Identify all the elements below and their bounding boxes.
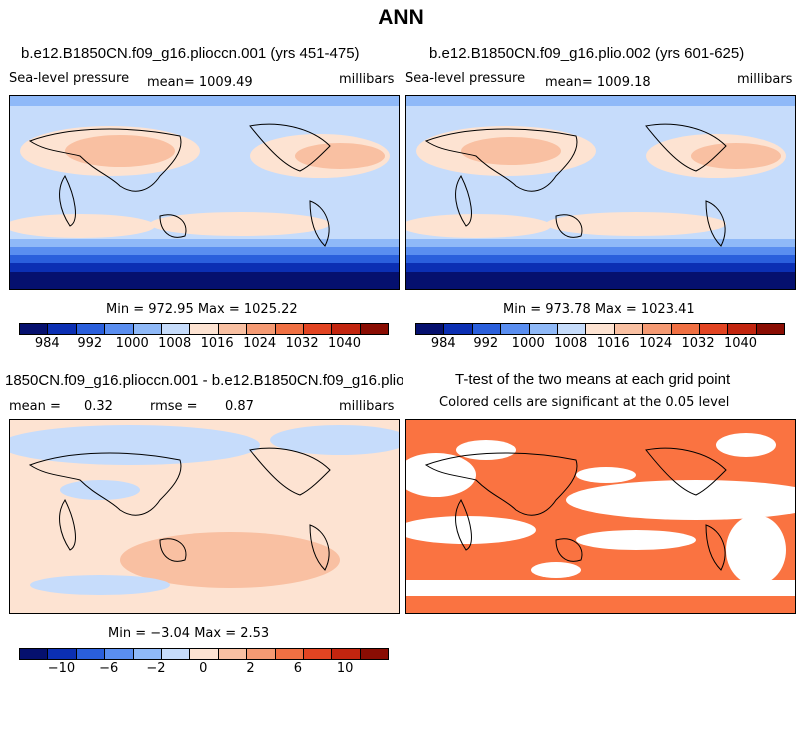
- panel1-colorbar: [19, 323, 389, 335]
- panel3-mean-value: 0.32: [84, 399, 113, 414]
- colorbar-tick-label: 1024: [243, 336, 277, 351]
- colorbar-swatch: [699, 324, 729, 334]
- panel3-colorbar: [19, 648, 389, 660]
- colorbar-tick-label: 984: [430, 336, 456, 351]
- colorbar-tick-label: 1008: [554, 336, 588, 351]
- colorbar-swatch: [48, 324, 77, 334]
- colorbar-swatch: [20, 649, 49, 659]
- panel3-rmse-label: rmse =: [150, 399, 198, 414]
- colorbar-swatch: [161, 324, 191, 334]
- colorbar-swatch: [218, 649, 248, 659]
- panel2-map: [405, 95, 796, 290]
- colorbar-tick-label: 6: [293, 661, 302, 676]
- colorbar-tick-label: 1024: [639, 336, 673, 351]
- panel2-title: b.e12.B1850CN.f09_g16.plio.002 (yrs 601-…: [429, 45, 745, 62]
- panel2-minmax: Min = 973.78 Max = 1023.41: [503, 302, 695, 317]
- colorbar-swatch: [275, 324, 304, 334]
- colorbar-swatch: [586, 324, 615, 334]
- panel4-title: T-test of the two means at each grid poi…: [455, 371, 731, 388]
- panel3-minmax: Min = −3.04 Max = 2.53: [108, 626, 270, 641]
- colorbar-swatch: [671, 324, 700, 334]
- colorbar-tick-label: 10: [336, 661, 354, 676]
- colorbar-swatch: [303, 649, 333, 659]
- colorbar-tick-label: 1040: [327, 336, 362, 351]
- panel2-variable: Sea-level pressure: [405, 71, 526, 86]
- colorbar-swatch: [529, 324, 558, 334]
- colorbar-tick-label: 1032: [681, 336, 715, 351]
- colorbar-tick-label: 0: [199, 661, 208, 676]
- colorbar-tick-label: −6: [99, 661, 119, 676]
- panel3-units: millibars: [339, 399, 395, 414]
- colorbar-swatch: [105, 649, 134, 659]
- panel3-mean-label: mean =: [9, 399, 61, 414]
- colorbar-swatch: [472, 324, 502, 334]
- colorbar-tick-label: 1016: [596, 336, 630, 351]
- colorbar-swatch: [728, 324, 757, 334]
- panel1-title: b.e12.B1850CN.f09_g16.plioccn.001 (yrs 4…: [21, 45, 360, 62]
- panel3-rmse-value: 0.87: [225, 399, 254, 414]
- colorbar-tick-label: 1000: [115, 336, 149, 351]
- panel1-variable: Sea-level pressure: [9, 71, 130, 86]
- colorbar-tick-label: −10: [47, 661, 76, 676]
- colorbar-swatch: [416, 324, 445, 334]
- colorbar-tick-label: 1032: [285, 336, 319, 351]
- colorbar-swatch: [643, 324, 672, 334]
- figure-title: ANN: [378, 6, 424, 29]
- colorbar-swatch: [48, 649, 77, 659]
- colorbar-swatch: [190, 324, 219, 334]
- colorbar-swatch: [190, 649, 219, 659]
- colorbar-swatch: [303, 324, 333, 334]
- colorbar-swatch: [501, 324, 530, 334]
- colorbar-tick-label: 1040: [723, 336, 758, 351]
- panel1-mean: mean= 1009.49: [147, 75, 253, 90]
- panel2-units: millibars: [737, 72, 793, 87]
- colorbar-tick-label: 984: [34, 336, 60, 351]
- panel1-minmax: Min = 972.95 Max = 1025.22: [106, 302, 298, 317]
- colorbar-swatch: [218, 324, 248, 334]
- panel3-map: [9, 419, 400, 614]
- colorbar-tick-label: 992: [77, 336, 103, 351]
- colorbar-swatch: [275, 649, 304, 659]
- colorbar-swatch: [161, 649, 191, 659]
- colorbar-swatch: [76, 649, 106, 659]
- colorbar-tick-label: 992: [473, 336, 499, 351]
- colorbar-tick-label: −2: [146, 661, 166, 676]
- panel4-map: [405, 419, 796, 614]
- colorbar-tick-label: 2: [246, 661, 255, 676]
- colorbar-tick-label: 1008: [158, 336, 192, 351]
- panel3-title: 1850CN.f09_g16.plioccn.001 - b.e12.B1850…: [5, 372, 403, 389]
- colorbar-swatch: [76, 324, 106, 334]
- panel4-subtitle: Colored cells are significant at the 0.0…: [439, 395, 730, 410]
- colorbar-tick-label: 1016: [200, 336, 234, 351]
- panel2-mean: mean= 1009.18: [545, 75, 651, 90]
- panel2-colorbar: [415, 323, 785, 335]
- colorbar-swatch: [332, 649, 361, 659]
- colorbar-swatch: [20, 324, 49, 334]
- colorbar-swatch: [105, 324, 134, 334]
- panel1-map: [9, 95, 400, 290]
- colorbar-swatch: [133, 324, 162, 334]
- colorbar-swatch: [557, 324, 587, 334]
- colorbar-tick-label: 1000: [511, 336, 545, 351]
- colorbar-swatch: [614, 324, 644, 334]
- panel1-units: millibars: [339, 72, 395, 87]
- colorbar-swatch: [756, 324, 785, 334]
- colorbar-swatch: [247, 324, 276, 334]
- colorbar-swatch: [360, 649, 389, 659]
- colorbar-swatch: [133, 649, 162, 659]
- colorbar-swatch: [444, 324, 473, 334]
- colorbar-swatch: [360, 324, 389, 334]
- colorbar-swatch: [332, 324, 361, 334]
- colorbar-swatch: [247, 649, 276, 659]
